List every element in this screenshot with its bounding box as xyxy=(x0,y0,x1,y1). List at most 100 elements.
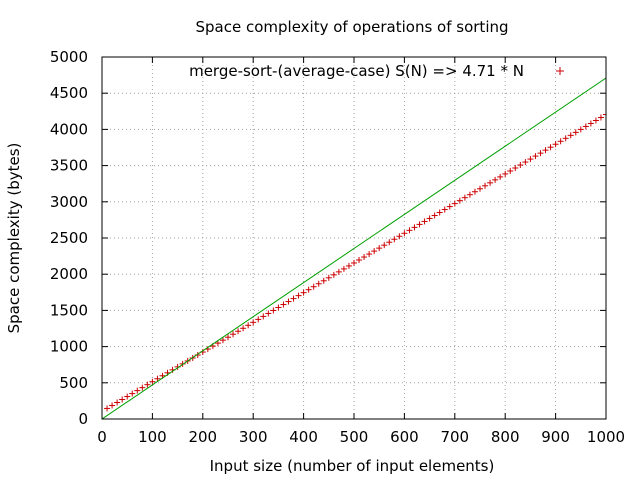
data-point xyxy=(477,185,483,192)
data-point xyxy=(386,239,393,246)
y-tick-label: 4000 xyxy=(50,120,88,138)
data-point xyxy=(431,212,438,219)
y-tick-label: 2000 xyxy=(50,265,88,283)
data-point xyxy=(255,316,262,323)
data-point xyxy=(351,259,357,266)
data-point xyxy=(250,319,257,326)
data-point xyxy=(149,378,156,385)
data-point xyxy=(330,271,337,278)
y-tick-label: 4500 xyxy=(50,84,88,102)
data-point xyxy=(104,405,111,412)
data-point xyxy=(381,242,388,249)
data-point xyxy=(139,384,146,391)
data-point xyxy=(587,120,594,127)
data-point xyxy=(154,375,161,382)
data-point xyxy=(532,153,539,160)
data-point xyxy=(461,194,468,201)
data-point xyxy=(305,286,312,293)
data-point xyxy=(345,262,352,269)
data-point xyxy=(592,117,599,124)
data-point xyxy=(109,402,116,409)
data-point xyxy=(562,135,569,142)
data-point xyxy=(219,337,226,344)
data-point xyxy=(487,179,494,186)
data-point xyxy=(522,159,529,166)
data-point xyxy=(451,200,458,207)
y-tick-label: 2500 xyxy=(50,229,88,247)
data-point xyxy=(466,191,473,198)
data-point xyxy=(502,170,509,177)
data-point xyxy=(497,173,504,180)
data-point xyxy=(260,313,267,320)
y-tick-label: 5000 xyxy=(50,48,88,66)
data-point xyxy=(325,274,332,281)
data-point xyxy=(275,304,282,311)
data-point xyxy=(129,390,136,397)
data-point xyxy=(295,292,302,299)
data-point xyxy=(471,188,478,195)
data-point xyxy=(557,138,564,145)
data-point xyxy=(527,156,534,163)
x-tick-label: 800 xyxy=(491,428,520,446)
data-point xyxy=(416,221,423,228)
fit-line xyxy=(102,77,606,419)
data-point xyxy=(225,334,231,341)
data-point xyxy=(552,141,559,148)
data-point xyxy=(290,295,297,302)
data-point xyxy=(572,129,579,136)
data-point xyxy=(114,399,121,406)
y-tick-label: 3500 xyxy=(50,157,88,175)
data-point xyxy=(446,203,453,210)
data-point xyxy=(340,265,347,272)
data-point xyxy=(401,230,408,237)
data-point xyxy=(537,150,544,157)
data-point xyxy=(361,254,368,261)
data-point xyxy=(371,248,378,255)
data-point xyxy=(426,215,433,222)
data-point xyxy=(577,126,584,133)
data-point xyxy=(542,147,549,154)
y-tick-label: 500 xyxy=(59,374,88,392)
data-point xyxy=(421,218,428,225)
data-point xyxy=(285,298,292,305)
data-point xyxy=(376,245,383,252)
data-point xyxy=(411,224,418,231)
y-tick-label: 0 xyxy=(78,410,88,428)
data-point xyxy=(436,209,443,216)
data-point xyxy=(235,328,242,335)
data-point xyxy=(310,283,317,290)
data-point xyxy=(391,236,398,243)
data-point xyxy=(124,393,131,400)
data-point xyxy=(366,251,373,258)
grid xyxy=(102,57,606,419)
data-point xyxy=(119,396,126,403)
data-point xyxy=(280,301,287,308)
data-point xyxy=(512,164,519,171)
data-point xyxy=(320,277,327,284)
data-point xyxy=(441,206,448,213)
data-point xyxy=(406,227,413,234)
legend-label-merge-sort: merge-sort-(average-case) S(N) => 4.71 *… xyxy=(189,62,524,80)
series-layer xyxy=(102,77,606,419)
x-axis-label: Input size (number of input elements) xyxy=(210,457,495,475)
y-tick-label: 1500 xyxy=(50,301,88,319)
chart-title: Space complexity of operations of sortin… xyxy=(195,18,508,36)
y-tick-label: 3000 xyxy=(50,193,88,211)
data-point xyxy=(456,197,463,204)
x-tick-label: 400 xyxy=(289,428,318,446)
y-axis-label: Space complexity (bytes) xyxy=(5,143,23,334)
data-point xyxy=(547,144,554,151)
x-tick-label: 500 xyxy=(340,428,369,446)
data-point xyxy=(582,123,589,130)
data-point xyxy=(315,280,322,287)
x-tick-label: 0 xyxy=(97,428,107,446)
legend-marker-plus xyxy=(556,67,564,75)
x-tick-label: 600 xyxy=(390,428,419,446)
data-point xyxy=(230,331,237,338)
data-point xyxy=(335,268,342,275)
data-point xyxy=(144,381,151,388)
x-tick-label: 900 xyxy=(541,428,570,446)
x-tick-label: 200 xyxy=(188,428,217,446)
